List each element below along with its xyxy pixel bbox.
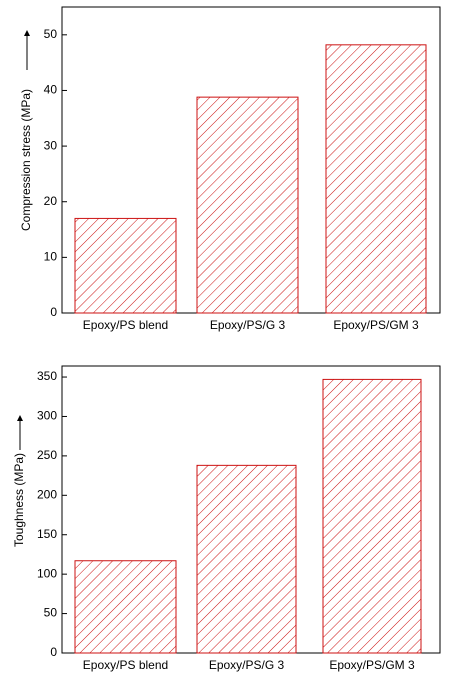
x-tick-label: Epoxy/PS/GM 3 xyxy=(333,318,419,332)
y-tick-label: 10 xyxy=(44,250,58,264)
y-tick-label: 50 xyxy=(44,27,58,41)
y-tick-label: 0 xyxy=(50,305,57,319)
bar xyxy=(322,378,422,654)
y-tick-label: 0 xyxy=(50,645,57,659)
x-tick-label: Epoxy/PS/G 3 xyxy=(209,658,285,672)
y-tick-label: 150 xyxy=(37,527,57,541)
bar xyxy=(325,44,427,314)
x-tick-label: Epoxy/PS/GM 3 xyxy=(329,658,415,672)
y-axis-label: Compression stress (MPa) xyxy=(19,89,33,231)
x-tick-label: Epoxy/PS blend xyxy=(83,658,168,672)
y-axis-label: Toughness (MPa) xyxy=(12,453,26,547)
bar xyxy=(196,96,299,314)
y-tick-label: 100 xyxy=(37,566,57,580)
y-tick-label: 300 xyxy=(37,409,57,423)
bar xyxy=(74,560,177,654)
y-tick-label: 30 xyxy=(44,138,58,152)
y-tick-label: 200 xyxy=(37,487,57,501)
y-tick-label: 40 xyxy=(44,83,58,97)
y-tick-label: 50 xyxy=(44,606,58,620)
y-tick-label: 20 xyxy=(44,194,58,208)
bar xyxy=(74,217,177,314)
x-tick-label: Epoxy/PS blend xyxy=(83,318,168,332)
x-tick-label: Epoxy/PS/G 3 xyxy=(210,318,286,332)
bar xyxy=(196,464,297,654)
y-tick-label: 350 xyxy=(37,369,57,383)
y-tick-label: 250 xyxy=(37,448,57,462)
